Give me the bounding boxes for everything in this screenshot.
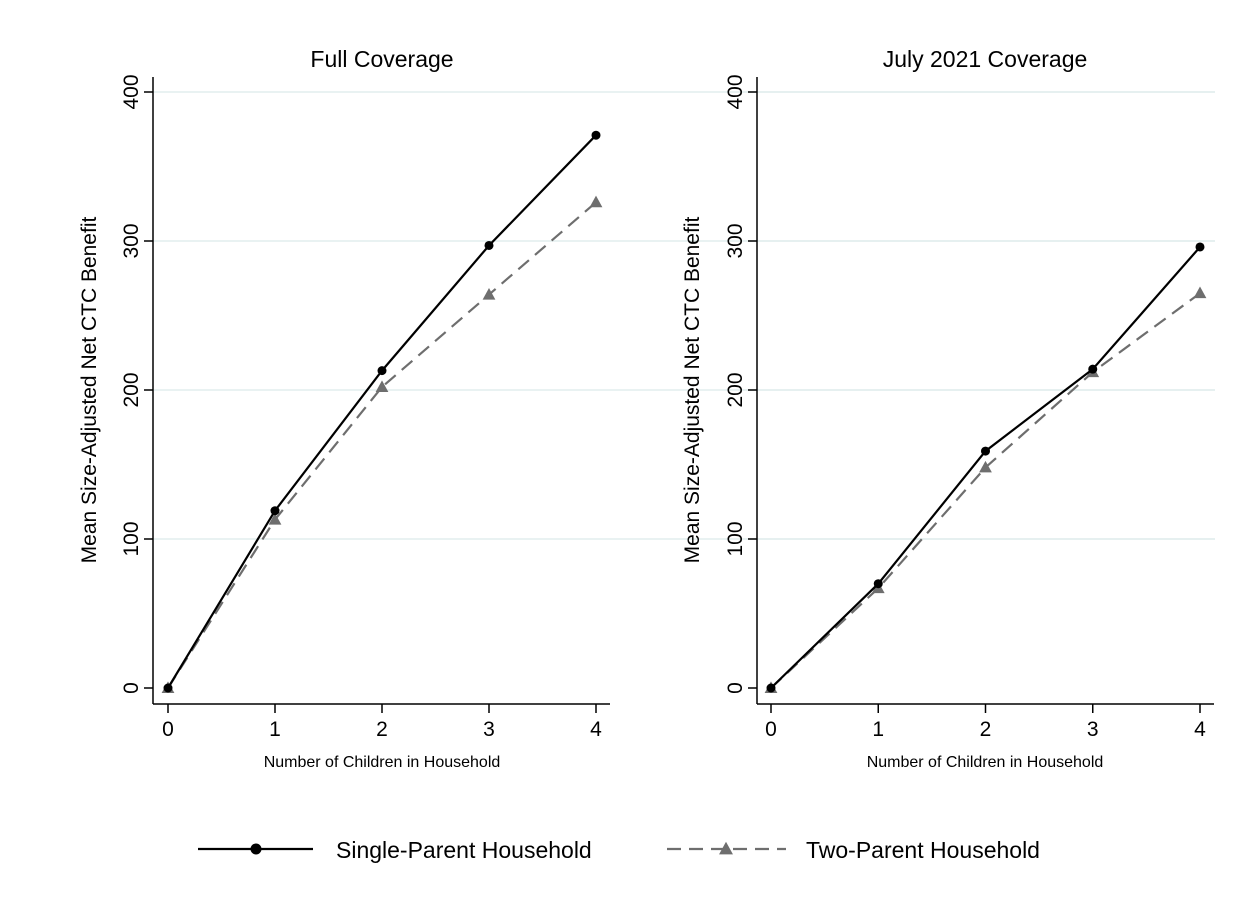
legend-label-two-parent: Two-Parent Household bbox=[806, 837, 1040, 863]
y-tick-label: 100 bbox=[724, 521, 747, 556]
series-line-single-parent bbox=[167, 134, 597, 689]
data-point-single-parent bbox=[873, 579, 883, 589]
x-tick-label: 0 bbox=[162, 718, 174, 741]
y-tick-label: 300 bbox=[120, 223, 143, 258]
x-axis-label: Number of Children in Household bbox=[867, 754, 1104, 771]
legend: Single-Parent Household Two-Parent House… bbox=[198, 837, 1040, 863]
data-point-single-parent bbox=[377, 366, 387, 376]
x-tick-label: 3 bbox=[1087, 718, 1099, 741]
y-axis-label: Mean Size-Adjusted Net CTC Benefit bbox=[78, 217, 101, 564]
series-line-two-parent bbox=[770, 292, 1201, 689]
legend-item-two-parent: Two-Parent Household bbox=[667, 837, 1040, 863]
data-point-two-parent bbox=[1193, 286, 1207, 299]
data-point-single-parent bbox=[270, 506, 280, 516]
series-line-two-parent bbox=[167, 201, 597, 689]
x-tick-label: 0 bbox=[765, 718, 777, 741]
panel-july-2021-coverage: July 2021 Coverage 0 100 200 300 400 0 1 2 3 4 Numb… bbox=[681, 46, 1215, 771]
x-tick-label: 4 bbox=[590, 718, 602, 741]
x-tick-label: 1 bbox=[269, 718, 281, 741]
legend-marker-two-parent bbox=[719, 841, 733, 855]
data-point-two-parent bbox=[589, 195, 603, 208]
panel-title: Full Coverage bbox=[310, 46, 453, 72]
x-tick-label: 4 bbox=[1194, 718, 1206, 741]
data-point-single-parent bbox=[766, 683, 776, 693]
y-tick-label: 0 bbox=[724, 682, 747, 694]
x-axis-label: Number of Children in Household bbox=[264, 754, 501, 771]
panel-title: July 2021 Coverage bbox=[883, 46, 1088, 72]
x-tick-label: 2 bbox=[376, 718, 388, 741]
y-tick-label: 100 bbox=[120, 521, 143, 556]
legend-label-single-parent: Single-Parent Household bbox=[336, 837, 592, 863]
y-tick-label: 400 bbox=[724, 74, 747, 109]
y-tick-label: 200 bbox=[724, 372, 747, 407]
data-point-single-parent bbox=[981, 446, 990, 456]
data-point-two-parent bbox=[268, 513, 282, 525]
y-axis-label: Mean Size-Adjusted Net CTC Benefit bbox=[681, 217, 704, 564]
legend-item-single-parent: Single-Parent Household bbox=[198, 837, 592, 863]
data-point-two-parent bbox=[979, 460, 992, 473]
data-point-single-parent bbox=[163, 683, 173, 693]
data-point-single-parent bbox=[591, 130, 601, 140]
y-tick-label: 300 bbox=[724, 223, 747, 258]
data-point-single-parent bbox=[484, 240, 494, 250]
x-tick-label: 1 bbox=[872, 718, 884, 741]
data-point-single-parent bbox=[1195, 242, 1205, 252]
x-tick-label: 3 bbox=[483, 718, 495, 741]
y-tick-label: 0 bbox=[120, 682, 143, 694]
x-tick-label: 2 bbox=[980, 718, 992, 741]
legend-marker-single-parent bbox=[250, 843, 262, 855]
y-tick-label: 400 bbox=[120, 74, 143, 109]
data-point-two-parent bbox=[482, 288, 496, 300]
data-point-single-parent bbox=[1088, 364, 1098, 374]
y-tick-label: 200 bbox=[120, 372, 143, 407]
data-point-two-parent bbox=[375, 380, 389, 392]
